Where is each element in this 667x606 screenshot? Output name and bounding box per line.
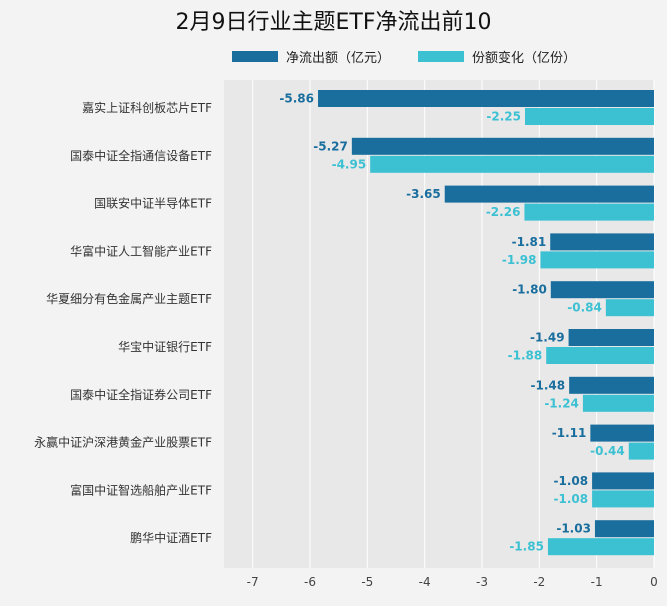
category-label: 鹏华中证酒ETF: [130, 530, 212, 545]
data-label: -0.84: [567, 301, 602, 315]
legend-label-share-change: 份额变化（亿份）: [472, 50, 577, 66]
legend-item-outflow: 净流出额（亿元）: [232, 47, 390, 66]
data-label: -1.03: [556, 522, 591, 536]
bar-outflow: [550, 233, 654, 251]
category-label: 华夏细分有色金属产业主题ETF: [46, 291, 212, 306]
labels: -7 -6 -5 -4 -3 -2 -1 0 -5.86 -2.25 嘉实上证科创板芯片ETF -5.…: [34, 92, 658, 590]
bar-share-change: [546, 347, 654, 364]
legend: 净流出额（亿元） 份额变化（亿份）: [232, 46, 604, 66]
data-label: -1.81: [512, 235, 547, 249]
data-label: -4.95: [332, 157, 367, 171]
data-label: -5.27: [313, 139, 348, 153]
legend-swatch-share-change: [418, 50, 465, 62]
data-label: -5.86: [279, 92, 314, 106]
x-tick-label: -3: [476, 575, 488, 589]
data-label: -1.88: [508, 349, 543, 363]
category-label: 国泰中证全指通信设备ETF: [70, 148, 212, 163]
data-label: -1.48: [531, 378, 566, 392]
bar-share-change: [628, 442, 654, 460]
bar-share-change: [540, 251, 654, 269]
bar-outflow: [568, 329, 654, 346]
legend-label-outflow: 净流出额（亿元）: [286, 50, 391, 66]
category-label: 富国中证智选船舶产业ETF: [70, 482, 212, 497]
category-label: 华富中证人工智能产业ETF: [70, 243, 212, 258]
data-label: -1.24: [544, 396, 579, 410]
category-label: 国联安中证半导体ETF: [94, 196, 212, 211]
bar-outflow: [569, 376, 654, 394]
legend-swatch-outflow: [232, 50, 278, 62]
bar-share-change: [370, 155, 654, 173]
x-tick-label: 0: [650, 575, 658, 589]
category-label: 华宝中证银行ETF: [118, 339, 212, 354]
bar-outflow: [592, 472, 654, 490]
bar-outflow: [444, 185, 654, 203]
x-tick-label: -2: [533, 575, 545, 589]
bar-outflow: [590, 424, 654, 442]
x-tick-label: -1: [591, 575, 603, 589]
x-tick-label: -6: [304, 575, 316, 589]
x-tick-label: -5: [361, 575, 373, 589]
bar-share-change: [592, 490, 654, 508]
data-label: -1.85: [509, 540, 544, 554]
category-label: 国泰中证全指证券公司ETF: [70, 387, 212, 402]
bar-outflow: [318, 90, 654, 107]
bars: [318, 90, 654, 556]
data-label: -3.65: [406, 187, 441, 201]
bar-share-change: [547, 538, 654, 556]
bar-outflow: [351, 137, 654, 155]
category-label: 永赢中证沪深港黄金产业股票ETF: [34, 435, 212, 450]
bar-share-change: [605, 299, 654, 317]
x-tick-label: -7: [247, 575, 259, 589]
bar-outflow: [550, 281, 654, 299]
chart-title: 2月9日行业主题ETF净流出前10: [175, 10, 492, 35]
data-label: -1.98: [502, 253, 537, 267]
data-label: -1.80: [512, 283, 547, 297]
data-label: -0.44: [590, 444, 625, 458]
x-tick-label: -4: [419, 575, 431, 589]
bar-share-change: [524, 203, 654, 221]
legend-item-share-change: 份额变化（亿份）: [418, 47, 576, 66]
bar-outflow: [594, 520, 654, 538]
bar-share-change: [582, 394, 654, 412]
data-label: -1.11: [552, 426, 587, 440]
data-label: -1.08: [553, 492, 588, 506]
category-label: 嘉实上证科创板芯片ETF: [82, 100, 212, 115]
data-label: -1.49: [530, 331, 565, 345]
data-label: -2.26: [486, 205, 521, 219]
data-label: -2.25: [486, 110, 521, 124]
bar-share-change: [525, 108, 654, 125]
data-label: -1.08: [553, 474, 588, 488]
